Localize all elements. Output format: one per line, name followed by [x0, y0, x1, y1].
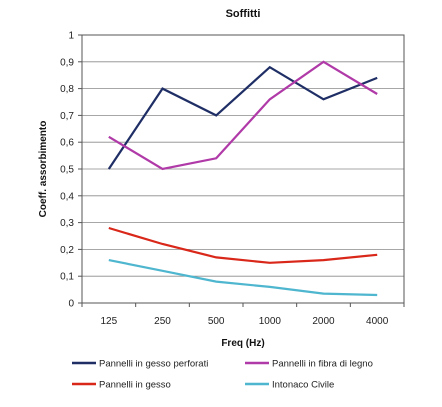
legend-label: Pannelli in fibra di legno — [272, 359, 373, 370]
x-axis-title: Freq (Hz) — [221, 338, 264, 349]
x-tick-label: 1000 — [259, 316, 282, 327]
y-tick-label: 0,1 — [60, 272, 74, 283]
x-tick-label: 4000 — [366, 316, 389, 327]
legend-label: Pannelli in gesso — [99, 380, 171, 391]
series-line-1 — [107, 65, 378, 170]
series-layer — [107, 60, 378, 297]
y-tick-label: 0,5 — [60, 165, 74, 176]
legend-label: Intonaco Civile — [272, 380, 334, 391]
chart-title: Soffitti — [226, 8, 261, 20]
y-axis-title: Coeff. assorbimento — [38, 121, 49, 218]
legend: Pannelli in gesso perforati Pannelli in f… — [72, 359, 373, 391]
gridlines — [82, 61, 404, 277]
y-tick-label: 0,9 — [60, 57, 74, 68]
y-tick-label: 0,8 — [60, 84, 74, 95]
x-tick-label: 2000 — [312, 316, 335, 327]
x-axis: 125 250 500 1000 2000 4000 — [81, 303, 405, 327]
series-line-2 — [108, 60, 378, 171]
x-tick-label: 125 — [100, 316, 117, 327]
series-line-3 — [108, 226, 378, 264]
y-tick-label: 0,7 — [60, 111, 74, 122]
y-tick-label: 0,3 — [60, 218, 74, 229]
y-tick-label: 0,4 — [60, 191, 74, 202]
y-tick-label: 0,6 — [60, 138, 74, 149]
legend-label: Pannelli in gesso perforati — [99, 359, 208, 370]
y-tick-label: 0,2 — [60, 245, 74, 256]
series-line-4 — [108, 259, 378, 297]
y-tick-label: 1 — [68, 31, 74, 42]
y-tick-label: 0 — [68, 299, 74, 310]
y-axis: 0 0,1 0,2 0,3 0,4 0,5 0,6 0,7 0,8 0,9 1 — [60, 31, 82, 310]
x-tick-label: 500 — [208, 316, 225, 327]
x-tick-label: 250 — [154, 316, 171, 327]
